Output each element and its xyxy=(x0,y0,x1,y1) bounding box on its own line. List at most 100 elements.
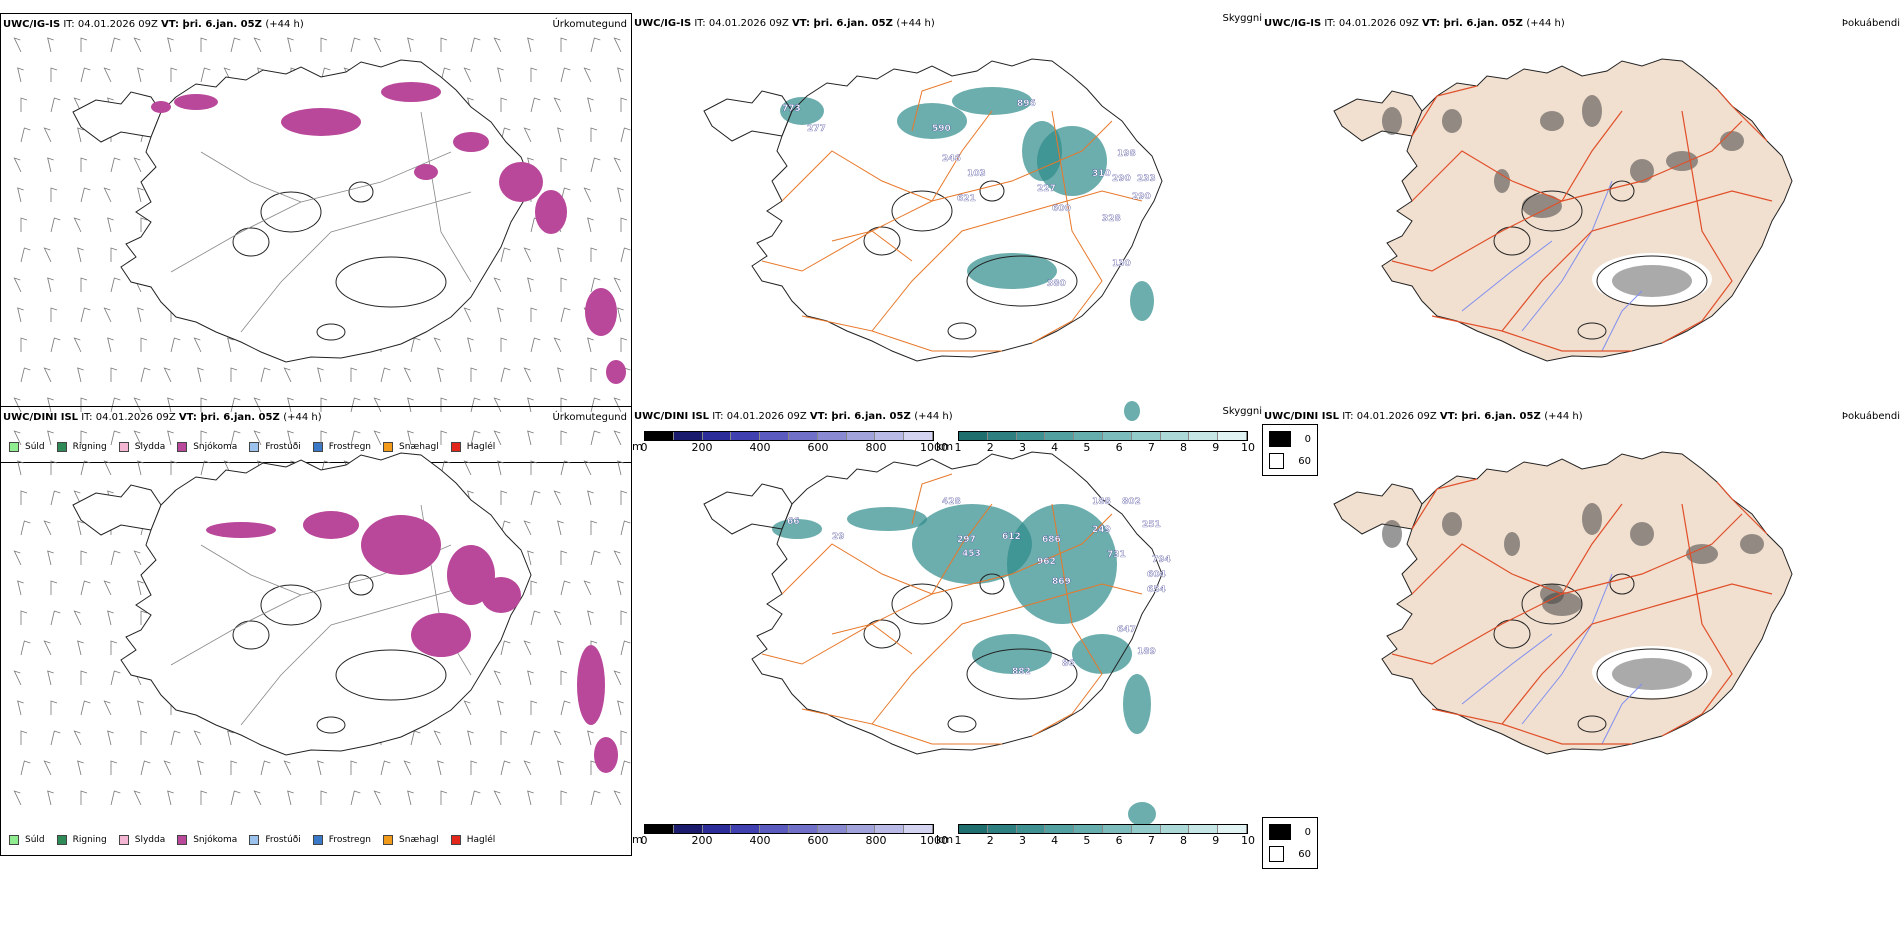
visibility-field xyxy=(780,87,1154,421)
low-visibility-area xyxy=(847,507,927,531)
fog-patch xyxy=(1686,544,1718,564)
cloud-base-label: 66 xyxy=(787,517,800,527)
colorbar-bin xyxy=(673,825,703,833)
fog-patch xyxy=(1522,194,1562,218)
glacier-outline xyxy=(979,180,1005,202)
panel-title: Úrkomutegund xyxy=(552,19,627,30)
fog-patch xyxy=(1442,109,1462,133)
colorbar-bin xyxy=(817,432,847,440)
colorbar-tick: 800 xyxy=(865,441,887,454)
colorbar-bin xyxy=(1218,432,1247,440)
colorbar-bin xyxy=(702,825,732,833)
glacier-outline xyxy=(1493,619,1531,649)
precip-type-panel: UWC/IG-IS IT: 04.01.2026 09Z VT: þri. 6.… xyxy=(0,13,632,463)
legend-swatch xyxy=(383,442,394,452)
legend-label: Rigning xyxy=(72,835,107,845)
legend-swatch xyxy=(450,835,461,845)
cloud-cover-swatch xyxy=(1269,431,1291,447)
colorbar-tick: 9 xyxy=(1212,441,1220,454)
low-visibility-area xyxy=(912,504,1032,584)
low-visibility-area xyxy=(1128,802,1156,826)
coastline-westfjords xyxy=(703,483,793,535)
cloud-base-colorbar: m 0 200 400 600 800 1000 xyxy=(632,824,948,847)
legend-swatch xyxy=(312,835,323,845)
legend-item: Snæhagl xyxy=(383,835,439,845)
valid-time: VT: þri. 6.jan. 05Z xyxy=(178,412,284,423)
cloud-cover-item: 60 xyxy=(1269,453,1311,469)
legend-swatch xyxy=(312,442,323,452)
colorbar-tick: 3 xyxy=(1018,834,1026,847)
init-time: IT: 04.01.2026 09Z xyxy=(81,412,179,423)
glacier-outline xyxy=(1577,322,1607,340)
low-visibility-area xyxy=(1022,121,1062,181)
glacier-outline xyxy=(1521,583,1583,625)
colorbar-tick: 0 xyxy=(640,441,648,454)
fog-patch xyxy=(1740,534,1764,554)
snowfall-area xyxy=(499,162,543,202)
snowfall-area xyxy=(594,737,618,773)
cloud-cover-swatch xyxy=(1269,824,1291,840)
cloud-base-label: 233 xyxy=(1137,174,1156,184)
legend-item: Súld xyxy=(9,442,45,452)
legend-label: Haglél xyxy=(466,442,496,452)
panel-title: Þokuábendi xyxy=(1841,411,1900,422)
cloud-base-label: 896 xyxy=(1017,99,1036,109)
cloud-base-label: 103 xyxy=(967,169,986,179)
glacier-outline xyxy=(260,584,322,626)
colorbar-bin xyxy=(875,825,905,833)
colorbar-bin xyxy=(645,825,674,833)
model-name: UWC/DINI ISL xyxy=(3,412,79,423)
legend-label: Súld xyxy=(25,835,45,845)
cloud-base-label: 731 xyxy=(1107,550,1126,560)
legend-item: Súld xyxy=(9,835,45,845)
cloud-base-label: 188 xyxy=(1092,497,1111,507)
panel-header: UWC/DINI ISL IT: 04.01.2026 09Z VT: þri.… xyxy=(1264,411,1583,423)
road-network xyxy=(170,111,472,333)
cloud-base-label: 290 xyxy=(1112,174,1131,184)
colorbar-tick: 1 xyxy=(954,441,962,454)
legend-label: Frostúði xyxy=(265,442,301,452)
fog-intensity xyxy=(1382,95,1744,305)
colorbar-tick: 7 xyxy=(1147,834,1155,847)
colorbar-tick: 2 xyxy=(986,834,994,847)
legend-swatch xyxy=(383,835,394,845)
road-network xyxy=(761,80,1143,352)
glacier-outline xyxy=(1596,255,1708,307)
cloud-base-label: 251 xyxy=(1142,520,1161,530)
snowfall-area xyxy=(206,522,276,538)
cloud-base-label: 249 xyxy=(1092,525,1111,535)
panel-header: UWC/IG-IS IT: 04.01.2026 09Z VT: þri. 6.… xyxy=(634,18,935,30)
colorbar-bin xyxy=(817,825,847,833)
panel-header: UWC/IG-IS IT: 04.01.2026 09Z VT: þri. 6.… xyxy=(1264,18,1565,30)
colorbar-tick: 0 xyxy=(640,834,648,847)
legend-label: Haglél xyxy=(466,835,496,845)
glacier-outline xyxy=(966,648,1078,700)
glacier-outline xyxy=(891,583,953,625)
fog-patch xyxy=(1442,512,1462,536)
fog-patch xyxy=(1582,503,1602,535)
glacier-outline xyxy=(863,226,901,256)
cloud-base-label: 130 xyxy=(1112,259,1131,269)
model-name: UWC/IG-IS xyxy=(1264,18,1322,29)
colorbar-bin xyxy=(1102,825,1132,833)
lead-time: (+44 h) xyxy=(1544,411,1583,422)
colorbar-tick: 8 xyxy=(1180,834,1188,847)
low-visibility-area xyxy=(780,97,824,125)
rivers xyxy=(1461,180,1643,352)
cloud-base-label: 962 xyxy=(1037,557,1056,567)
colorbar-bin xyxy=(788,825,818,833)
low-visibility-area xyxy=(952,87,1032,115)
legend-label: Frostúði xyxy=(265,835,301,845)
panel-title: Skyggni xyxy=(1222,406,1262,417)
colorbar-unit: m xyxy=(632,833,643,846)
colorbar-bin xyxy=(1045,825,1075,833)
colorbar-tick: 3 xyxy=(1018,441,1026,454)
forecast-row: UWC/DINI ISL IT: 04.01.2026 09Z VT: þri.… xyxy=(0,406,1900,869)
cloud-base-label: 227 xyxy=(1037,184,1056,194)
cloud-base-label: 869 xyxy=(1052,577,1071,587)
fog-patch xyxy=(1630,159,1654,183)
precip-type-panel: UWC/DINI ISL IT: 04.01.2026 09Z VT: þri.… xyxy=(0,406,632,856)
visibility-panel: UWC/DINI ISL IT: 04.01.2026 09Z VT: þri.… xyxy=(632,406,1262,856)
precip-type-legend: Súld Rigning Slydda Snjókoma Frostúði Frostre… xyxy=(9,442,503,452)
lead-time: (+44 h) xyxy=(1526,18,1565,29)
